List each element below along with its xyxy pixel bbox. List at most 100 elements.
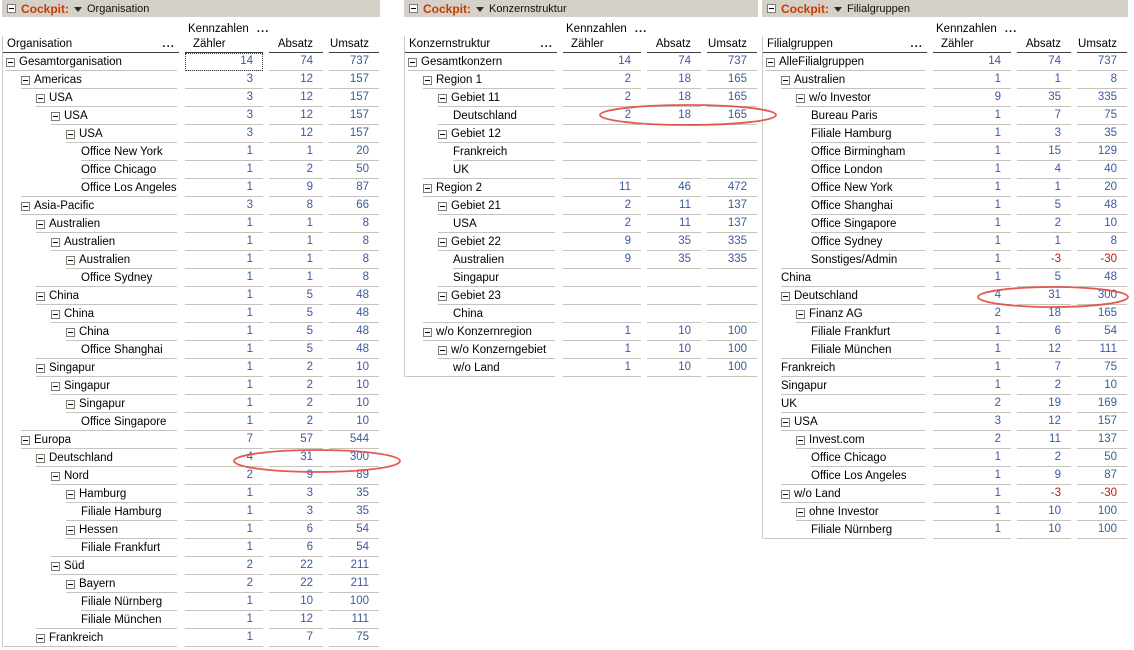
row-label-cell[interactable]: UK [405,161,557,179]
value-cell-absatz[interactable]: 1 [1017,233,1071,251]
value-cell-umsatz[interactable]: 8 [1077,233,1127,251]
value-cell-zaehler[interactable]: 2 [563,89,641,107]
value-cell-absatz[interactable]: 35 [647,251,701,269]
value-cell-absatz[interactable]: 12 [1017,413,1071,431]
value-cell-absatz[interactable]: 15 [1017,143,1071,161]
value-cell-umsatz[interactable]: 8 [329,251,379,269]
tree-collapse-icon[interactable] [438,93,447,103]
value-cell-absatz[interactable]: 46 [647,179,701,197]
value-cell-absatz[interactable]: 2 [1017,215,1071,233]
row-label-cell[interactable]: Europa [3,431,179,449]
row-label-cell[interactable]: Australien [3,251,179,269]
value-cell-absatz[interactable]: 18 [647,71,701,89]
value-cell-zaehler[interactable]: 3 [185,107,263,125]
value-cell-absatz[interactable]: 2 [1017,377,1071,395]
value-cell-absatz[interactable]: 2 [269,377,323,395]
row-label-cell[interactable]: China [763,269,927,287]
value-cell-zaehler[interactable]: 14 [933,53,1011,71]
column-header-zaehler[interactable]: Zähler [563,38,641,53]
value-cell-umsatz[interactable]: 165 [707,71,757,89]
value-cell-umsatz[interactable]: 137 [707,215,757,233]
dimension-more-button[interactable]: ... [910,38,923,50]
tree-collapse-icon[interactable] [66,399,75,409]
value-cell-absatz[interactable]: 9 [269,179,323,197]
tree-collapse-icon[interactable] [796,93,805,103]
value-cell-umsatz[interactable]: 54 [329,521,379,539]
value-cell-absatz[interactable]: 31 [269,449,323,467]
row-label-cell[interactable]: Frankreich [763,359,927,377]
tree-collapse-icon[interactable] [51,471,60,481]
value-cell-absatz[interactable]: 1 [269,251,323,269]
tree-collapse-icon[interactable] [438,345,447,355]
tree-collapse-icon[interactable] [6,57,15,67]
value-cell-umsatz[interactable]: -30 [1077,251,1127,269]
value-cell-zaehler[interactable]: 1 [185,179,263,197]
value-cell-zaehler[interactable]: 1 [933,251,1011,269]
row-label-cell[interactable]: Gebiet 22 [405,233,557,251]
value-cell-absatz[interactable]: 11 [647,197,701,215]
value-cell-zaehler[interactable]: 1 [185,323,263,341]
value-cell-umsatz[interactable]: 48 [329,287,379,305]
column-header-umsatz[interactable]: Umsatz [707,38,757,53]
value-cell-absatz[interactable]: 1 [269,143,323,161]
value-cell-umsatz[interactable]: 10 [329,395,379,413]
value-cell-zaehler[interactable]: 14 [563,53,641,71]
row-label-cell[interactable]: Americas [3,71,179,89]
value-cell-absatz[interactable]: 11 [647,215,701,233]
value-cell-absatz[interactable] [647,161,701,179]
value-cell-absatz[interactable]: 2 [269,413,323,431]
column-header-umsatz[interactable]: Umsatz [329,38,379,53]
value-cell-absatz[interactable]: 3 [1017,125,1071,143]
row-label-cell[interactable]: Invest.com [763,431,927,449]
value-cell-zaehler[interactable]: 1 [933,521,1011,539]
value-cell-umsatz[interactable]: 335 [707,251,757,269]
value-cell-zaehler[interactable]: 1 [185,395,263,413]
tree-collapse-icon[interactable] [51,309,60,319]
value-cell-absatz[interactable]: 2 [269,395,323,413]
value-cell-absatz[interactable]: 1 [269,233,323,251]
row-label-cell[interactable]: USA [405,215,557,233]
value-cell-umsatz[interactable]: 10 [329,359,379,377]
row-label-cell[interactable]: Australien [405,251,557,269]
value-cell-absatz[interactable]: 5 [269,287,323,305]
value-cell-umsatz[interactable]: 137 [707,197,757,215]
value-cell-zaehler[interactable]: 14 [185,53,263,71]
row-label-cell[interactable]: China [405,305,557,323]
row-label-cell[interactable]: Hessen [3,521,179,539]
value-cell-zaehler[interactable]: 1 [185,611,263,629]
value-cell-umsatz[interactable]: 54 [1077,323,1127,341]
value-cell-absatz[interactable]: 4 [1017,161,1071,179]
value-cell-absatz[interactable]: 10 [647,323,701,341]
value-cell-zaehler[interactable]: 1 [185,629,263,647]
value-cell-zaehler[interactable]: 1 [185,143,263,161]
row-label-cell[interactable]: Office Singapore [763,215,927,233]
value-cell-umsatz[interactable]: 75 [1077,359,1127,377]
value-cell-absatz[interactable]: 3 [269,503,323,521]
value-cell-absatz[interactable]: 12 [269,611,323,629]
view-selector-dropdown-icon[interactable] [834,6,842,12]
value-cell-zaehler[interactable]: 1 [185,521,263,539]
dimension-more-button[interactable]: ... [540,38,553,50]
value-cell-zaehler[interactable]: 1 [185,287,263,305]
value-cell-zaehler[interactable]: 1 [933,485,1011,503]
value-cell-absatz[interactable]: 2 [1017,449,1071,467]
value-cell-zaehler[interactable]: 2 [563,107,641,125]
tree-collapse-icon[interactable] [36,291,45,301]
value-cell-umsatz[interactable]: 48 [1077,197,1127,215]
value-cell-zaehler[interactable]: 1 [185,359,263,377]
row-label-cell[interactable]: w/o Land [763,485,927,503]
value-cell-zaehler[interactable]: 1 [933,215,1011,233]
row-label-cell[interactable]: Filiale München [763,341,927,359]
value-cell-zaehler[interactable]: 2 [185,557,263,575]
value-cell-umsatz[interactable]: 89 [329,467,379,485]
column-header-absatz[interactable]: Absatz [1017,38,1071,53]
row-label-cell[interactable]: Office Los Angeles [763,467,927,485]
row-label-cell[interactable]: Office New York [763,179,927,197]
row-label-cell[interactable]: ohne Investor [763,503,927,521]
value-cell-absatz[interactable]: 6 [1017,323,1071,341]
value-cell-absatz[interactable]: 74 [1017,53,1071,71]
row-label-cell[interactable]: AlleFilialgruppen [763,53,927,71]
value-cell-umsatz[interactable]: 157 [329,89,379,107]
value-cell-umsatz[interactable]: 100 [707,341,757,359]
value-cell-absatz[interactable]: 35 [647,233,701,251]
